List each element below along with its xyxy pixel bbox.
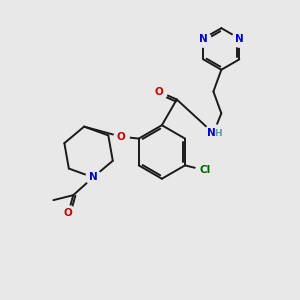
Text: H: H (214, 129, 222, 138)
Text: O: O (154, 86, 163, 97)
Text: N: N (207, 128, 216, 138)
Text: N: N (235, 34, 244, 44)
Text: N: N (89, 172, 98, 182)
Text: O: O (64, 208, 73, 218)
Text: Cl: Cl (199, 165, 211, 175)
Text: N: N (199, 34, 208, 44)
Text: O: O (116, 132, 125, 142)
